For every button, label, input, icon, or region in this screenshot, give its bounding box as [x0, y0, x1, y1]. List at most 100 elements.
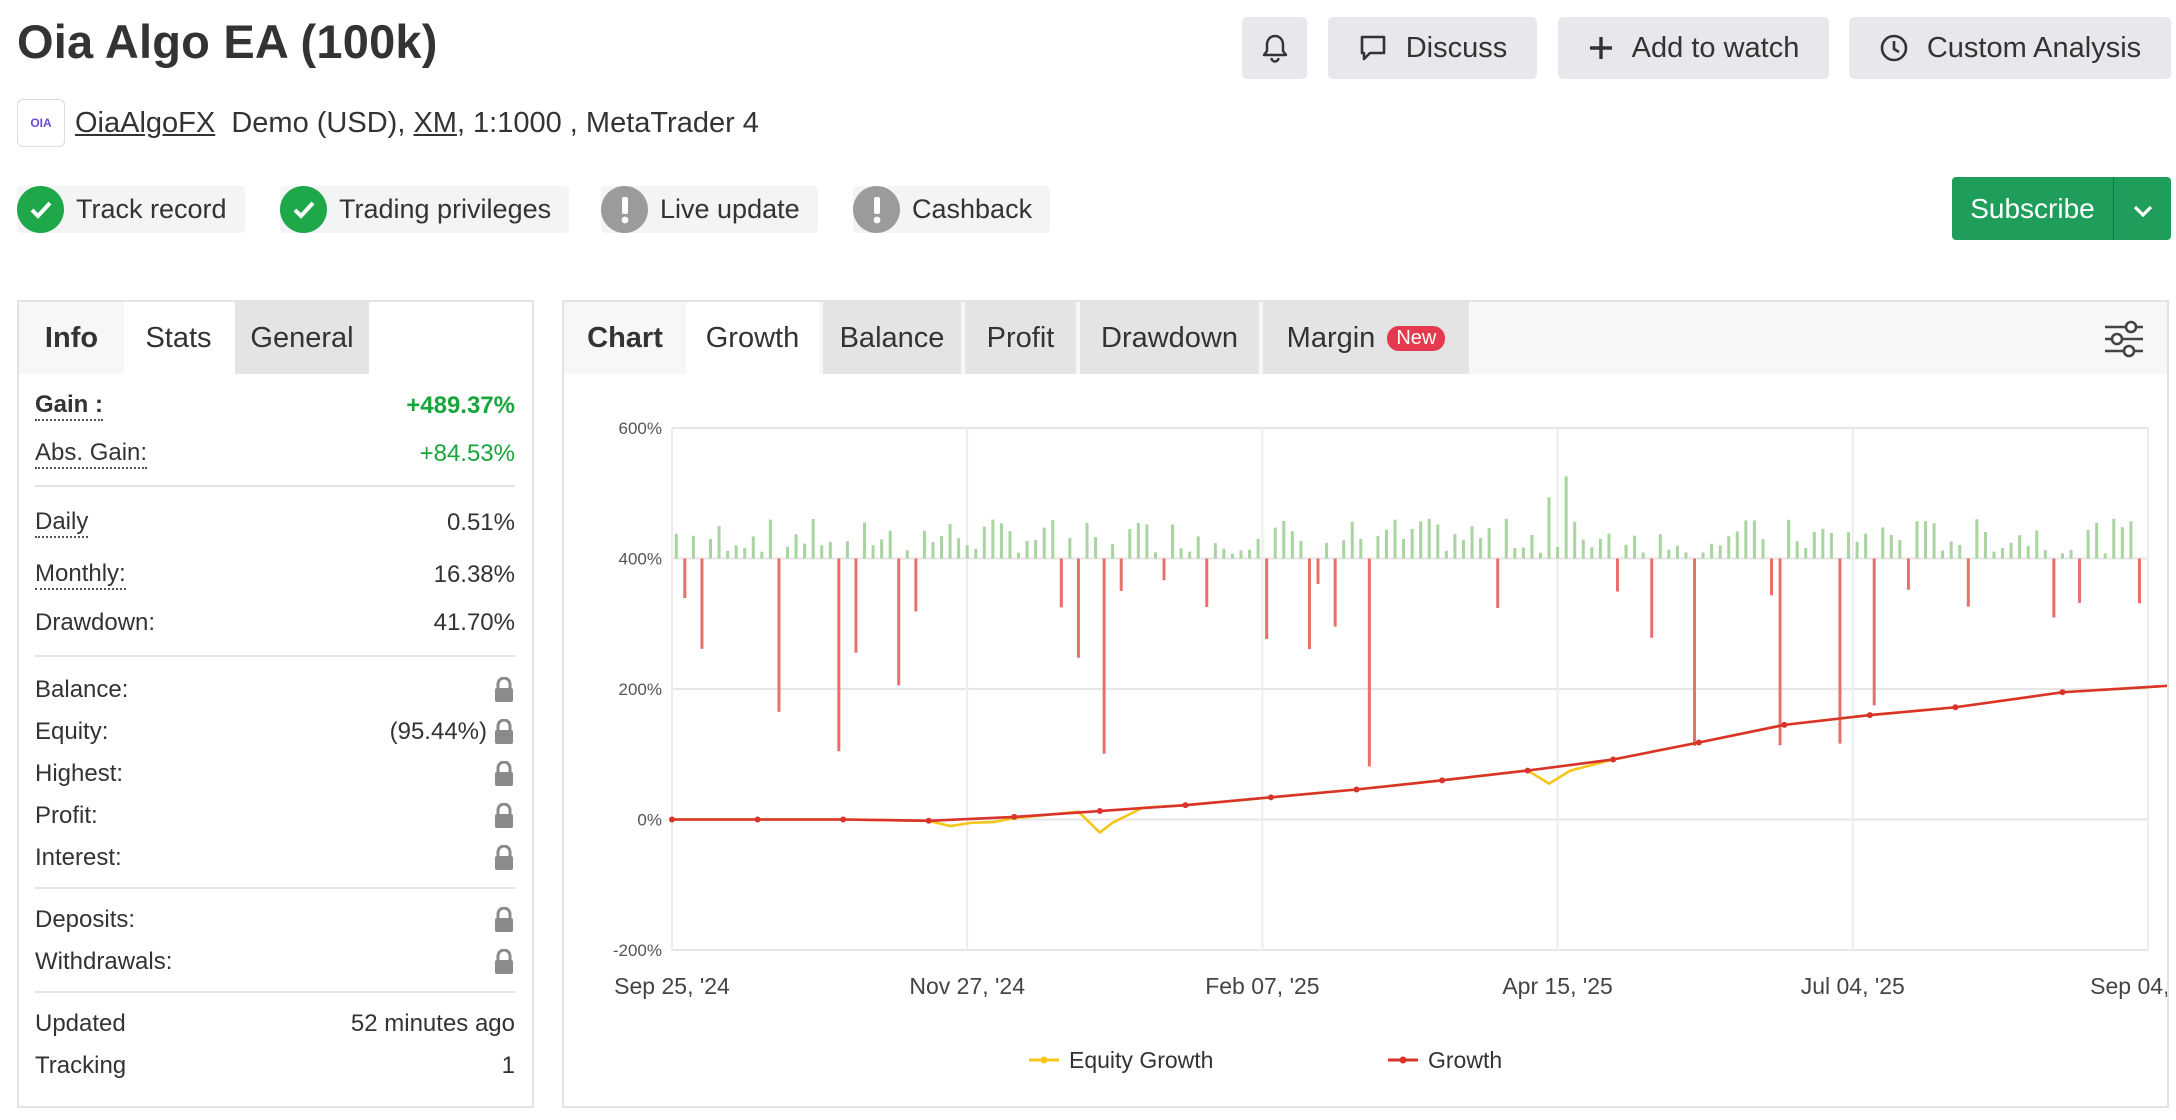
lock-icon[interactable] [493, 761, 515, 787]
stats-tabs: Info Stats General [19, 302, 532, 374]
chart-tabs: Chart Growth Balance Profit Drawdown Mar… [564, 302, 2167, 374]
daily-bar [2137, 558, 2141, 604]
daily-bar [1564, 476, 1568, 559]
daily-bar [1265, 558, 1269, 640]
daily-bar [1795, 541, 1799, 559]
daily-bar [1521, 547, 1525, 559]
drawdown-label: Drawdown: [35, 609, 156, 636]
daily-bar [1573, 521, 1577, 559]
tab-profit[interactable]: Profit [965, 302, 1076, 374]
daily-bar [2069, 550, 2073, 559]
lock-icon[interactable] [493, 907, 515, 933]
daily-bar [1059, 558, 1063, 608]
growth-point [1524, 767, 1531, 774]
daily-bar [1667, 549, 1671, 559]
tab-drawdown[interactable]: Drawdown [1080, 302, 1259, 374]
subscribe-button[interactable]: Subscribe [1970, 192, 2095, 224]
daily-bar [1872, 558, 1876, 706]
chart-legend: Equity Growth Growth [1029, 1047, 1502, 1073]
daily-bar [726, 550, 730, 559]
daily-bar [786, 546, 790, 559]
lock-icon[interactable] [493, 719, 515, 745]
daily-bar [957, 538, 961, 559]
daily-bar [1290, 531, 1294, 559]
y-tick-label: -200% [613, 941, 662, 960]
lock-icon[interactable] [493, 949, 515, 975]
growth-point [1610, 756, 1617, 763]
daily-bar [1282, 520, 1286, 559]
lock-icon[interactable] [493, 677, 515, 703]
growth-point [1267, 794, 1274, 801]
daily-bar [803, 543, 807, 559]
daily-bar [1650, 558, 1654, 638]
daily-bar [965, 545, 969, 559]
growth-point [1353, 786, 1360, 793]
daily-bar [897, 558, 901, 686]
daily-bar [2120, 527, 2124, 559]
daily-bar [1222, 548, 1226, 559]
abs-gain-label[interactable]: Abs. Gain: [35, 439, 148, 469]
x-tick-label: Jul 04, '25 [1801, 973, 1905, 999]
growth-point [1952, 704, 1959, 711]
daily-label[interactable]: Daily [35, 508, 89, 538]
daily-bar [1949, 541, 1953, 559]
tab-info[interactable]: Info [19, 302, 124, 374]
daily-bar [1889, 535, 1893, 559]
tab-balance[interactable]: Balance [823, 302, 961, 374]
daily-bar [1504, 518, 1508, 559]
daily-bar [1393, 519, 1397, 559]
add-to-watch-button[interactable]: Add to watch [1558, 17, 1829, 79]
discuss-button[interactable]: Discuss [1328, 17, 1537, 79]
lock-icon[interactable] [493, 803, 515, 829]
broker-link[interactable]: XM [413, 106, 457, 139]
track-record-label: Track record [76, 194, 227, 224]
daily-bar [1444, 550, 1448, 559]
daily-bar [1598, 538, 1602, 559]
add-to-watch-label: Add to watch [1631, 31, 1800, 64]
growth-point [2059, 689, 2066, 696]
chart-settings-icon[interactable] [2103, 320, 2145, 363]
daily-bar [1102, 558, 1106, 754]
daily-bar [1068, 538, 1072, 559]
notification-button[interactable] [1242, 17, 1307, 79]
daily-bar [871, 545, 875, 559]
tab-margin[interactable]: Margin New [1263, 302, 1469, 374]
daily-bar [905, 550, 909, 559]
daily-bar [820, 545, 824, 559]
daily-bar [1384, 529, 1388, 559]
chart-lines [669, 683, 2167, 835]
bell-icon [1261, 33, 1289, 63]
daily-bar [1136, 523, 1140, 559]
daily-bar [1821, 528, 1825, 559]
daily-bar [922, 530, 926, 559]
tab-growth[interactable]: Growth [686, 302, 819, 374]
daily-bar [1188, 551, 1192, 559]
daily-bar [2078, 558, 2082, 603]
daily-bar [914, 558, 918, 612]
daily-bar [691, 535, 695, 559]
daily-bar [2060, 553, 2064, 559]
tab-general[interactable]: General [235, 302, 369, 374]
tab-chart[interactable]: Chart [564, 302, 686, 374]
daily-bar [1992, 551, 1996, 559]
leverage-platform: , 1:1000 , MetaTrader 4 [456, 106, 759, 139]
daily-bar [709, 539, 713, 559]
growth-point [840, 816, 847, 823]
daily-bar [948, 524, 952, 559]
lock-icon[interactable] [493, 845, 515, 871]
daily-bar [1479, 537, 1483, 559]
custom-analysis-label: Custom Analysis [1926, 31, 2142, 64]
daily-bar [1932, 523, 1936, 559]
equity-growth-line [672, 684, 2167, 835]
custom-analysis-button[interactable]: Custom Analysis [1849, 17, 2171, 79]
divider [35, 991, 515, 993]
gain-label[interactable]: Gain : [35, 391, 104, 421]
cashback-label: Cashback [912, 194, 1033, 224]
daily-bar [1624, 544, 1628, 559]
monthly-label[interactable]: Monthly: [35, 560, 126, 590]
daily-bar [888, 530, 892, 559]
subscribe-dropdown[interactable] [2113, 177, 2171, 240]
daily-bar [1111, 544, 1115, 559]
tab-stats[interactable]: Stats [124, 302, 233, 374]
owner-link[interactable]: OiaAlgoFX [75, 106, 216, 139]
